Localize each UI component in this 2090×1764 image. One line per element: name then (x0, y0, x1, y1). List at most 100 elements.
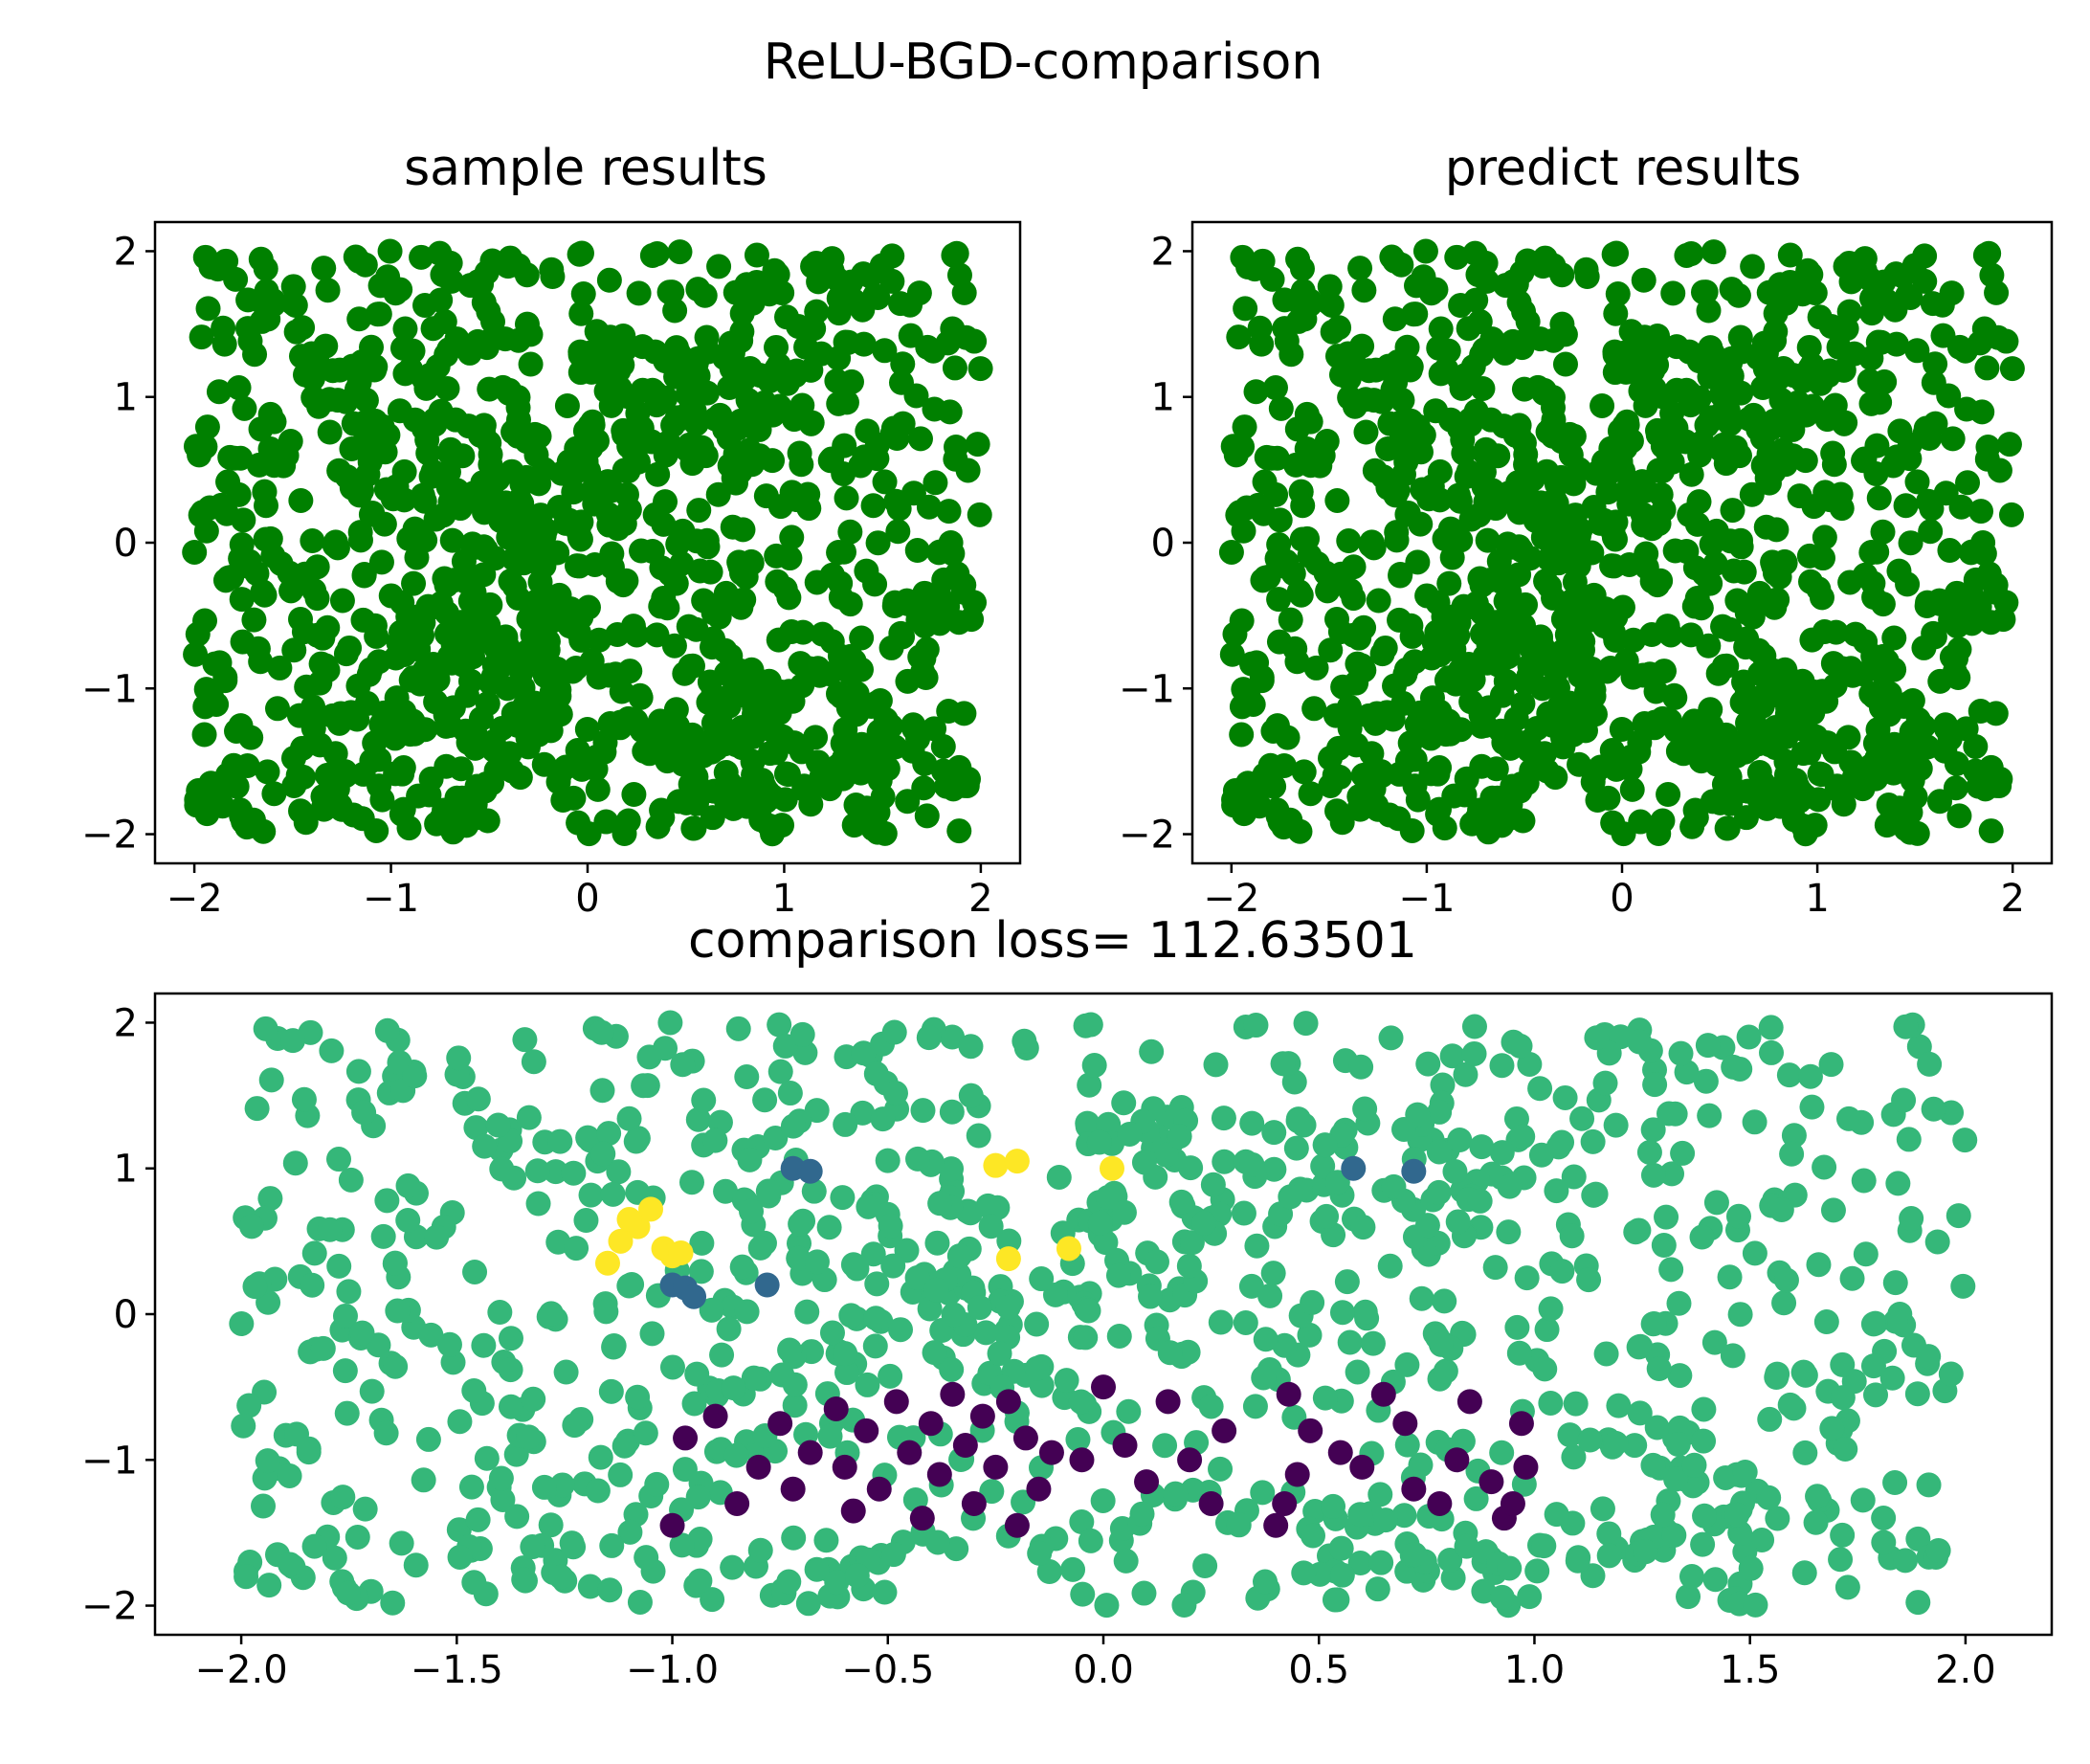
predict-point (1324, 606, 1350, 632)
comparison-point-false-negative (1508, 1411, 1534, 1437)
comparison-point-correct (1426, 1139, 1452, 1165)
comparison-point-correct (1882, 1308, 1908, 1334)
predict-point (1444, 244, 1470, 270)
sample-point (568, 756, 594, 782)
sample-point (391, 641, 417, 667)
sample-point (737, 437, 763, 463)
sample-point (660, 413, 686, 438)
predict-point (1479, 407, 1504, 433)
comparison-point-false-negative (1401, 1476, 1427, 1502)
comparison-point-correct (723, 1442, 749, 1468)
comparison-point-false-negative (1177, 1447, 1203, 1473)
comparison-point-correct (553, 1359, 579, 1385)
comparison-point-correct (1200, 1172, 1226, 1197)
comparison-point-correct (233, 1564, 259, 1590)
comparison-point-correct (1337, 1329, 1363, 1355)
comparison-point-correct (1654, 1204, 1679, 1230)
sample-point (587, 349, 612, 375)
predict-point (1644, 417, 1670, 443)
sample-point (789, 452, 814, 478)
comparison-point-correct (564, 1236, 589, 1262)
sample-point (605, 569, 631, 594)
comparison-point-false-negative (969, 1403, 995, 1429)
comparison-point-minor (797, 1158, 823, 1184)
comparison-xtick-label: 1.0 (1504, 1648, 1566, 1692)
sample-point (257, 401, 283, 427)
predict-point (1605, 281, 1631, 307)
predict-point (1769, 437, 1795, 463)
sample-point (479, 248, 505, 274)
sample-xtick-label: −2 (167, 877, 223, 921)
sample-point (774, 370, 800, 396)
comparison-point-false-negative (1327, 1440, 1353, 1465)
comparison-point-correct (1078, 1012, 1103, 1038)
predict-point (1945, 614, 1970, 639)
predict-point (1764, 517, 1790, 543)
sample-point (729, 560, 755, 586)
comparison-point-correct (1293, 1011, 1319, 1037)
sample-point (967, 502, 992, 527)
predict-point (1554, 622, 1580, 648)
sample-point (810, 621, 835, 647)
sample-point (280, 274, 306, 300)
sample-point (669, 722, 695, 748)
comparison-point-correct (1454, 1533, 1479, 1559)
sample-point (500, 758, 525, 784)
sample-point (488, 654, 514, 680)
sample-point (363, 408, 389, 434)
comparison-point-correct (1557, 1422, 1583, 1448)
predict-point (1862, 730, 1888, 756)
predict-point (1987, 458, 2012, 483)
comparison-point-correct (1676, 1584, 1701, 1610)
sample-point (582, 551, 608, 577)
comparison-point-correct (1777, 1392, 1803, 1418)
comparison-point-correct (1690, 1531, 1716, 1557)
sample-point (865, 284, 891, 310)
sample-point (837, 519, 863, 545)
sample-point (526, 471, 552, 497)
predict-point (1765, 587, 1790, 613)
sample-point (930, 758, 956, 784)
predict-point (1930, 323, 1956, 348)
comparison-point-correct (1036, 1559, 1062, 1585)
comparison-point-correct (330, 1485, 356, 1510)
comparison-point-minor (754, 1272, 780, 1298)
comparison-point-correct (1701, 1329, 1727, 1355)
comparison-point-false-positive (638, 1196, 664, 1222)
predict-ytick-label: 2 (1151, 230, 1175, 274)
comparison-point-false-negative (1444, 1447, 1470, 1473)
predict-point (1811, 546, 1836, 571)
predict-point (1513, 441, 1539, 467)
predict-point (1996, 432, 2022, 458)
comparison-point-correct (1439, 1043, 1465, 1069)
comparison-point-correct (561, 1534, 587, 1560)
sample-point (946, 610, 972, 636)
comparison-point-false-negative (1479, 1469, 1504, 1495)
sample-point (744, 269, 769, 295)
sample-xtick-label: −1 (363, 877, 419, 921)
predict-point (1348, 653, 1374, 679)
comparison-point-correct (1640, 1452, 1666, 1478)
predict-point (1968, 699, 1993, 725)
comparison-point-correct (1590, 1496, 1615, 1522)
predict-point (1883, 331, 1909, 357)
sample-point (838, 269, 864, 295)
predict-point (1262, 375, 1288, 401)
comparison-ytick-label: −1 (81, 1439, 138, 1483)
predict-point (1527, 626, 1553, 652)
sample-point (803, 725, 829, 750)
comparison-point-correct (1514, 1265, 1540, 1291)
predict-point (1353, 387, 1379, 413)
predict-point (1727, 324, 1753, 350)
comparison-point-correct (1742, 1109, 1768, 1135)
sample-point (574, 716, 600, 742)
comparison-point-correct (1776, 1062, 1802, 1088)
comparison-point-correct (716, 1316, 742, 1342)
comparison-point-correct (578, 1182, 604, 1208)
predict-point (1798, 569, 1824, 594)
sample-point (480, 309, 506, 335)
sample-point (955, 458, 981, 483)
predict-point (1274, 328, 1300, 354)
predict-point (1904, 820, 1930, 846)
comparison-point-correct (1641, 1310, 1667, 1336)
